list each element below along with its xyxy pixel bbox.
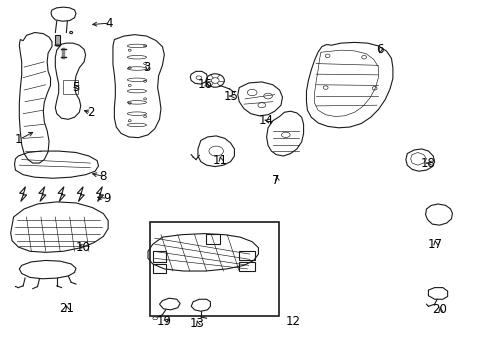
Bar (55, 35, 60, 45)
Text: 13: 13 (190, 318, 204, 330)
Text: 7: 7 (272, 174, 280, 186)
Bar (150, 222, 279, 316)
Text: 12: 12 (286, 315, 300, 328)
Text: 14: 14 (259, 114, 274, 127)
Bar (206, 234, 220, 244)
Text: 6: 6 (376, 43, 383, 56)
Text: 16: 16 (198, 78, 213, 91)
Text: 5: 5 (73, 81, 80, 94)
Text: 19: 19 (157, 315, 172, 328)
Text: 11: 11 (213, 154, 227, 167)
Bar (239, 262, 255, 271)
Text: 17: 17 (427, 238, 442, 251)
Text: 20: 20 (432, 303, 447, 316)
Text: 4: 4 (106, 17, 113, 30)
Text: 8: 8 (99, 170, 107, 183)
Bar (64, 80, 78, 94)
Text: 3: 3 (143, 60, 150, 73)
Bar (239, 251, 255, 260)
Text: 9: 9 (103, 192, 110, 205)
Text: 15: 15 (224, 90, 239, 103)
Bar (153, 251, 166, 262)
Text: 2: 2 (87, 107, 94, 120)
Text: 1: 1 (15, 133, 22, 146)
Text: 10: 10 (75, 240, 90, 253)
Text: 18: 18 (421, 157, 436, 170)
Text: 21: 21 (59, 302, 74, 315)
Bar (153, 264, 166, 274)
